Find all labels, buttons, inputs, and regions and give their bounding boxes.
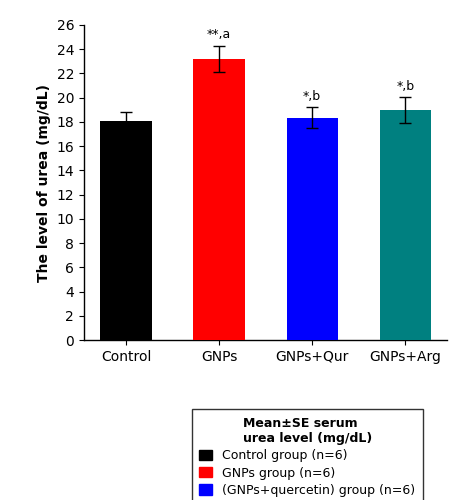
Bar bbox=[100, 122, 151, 340]
Text: *,b: *,b bbox=[303, 90, 321, 103]
Y-axis label: The level of urea (mg/dL): The level of urea (mg/dL) bbox=[37, 84, 51, 281]
Bar bbox=[380, 110, 431, 340]
Text: *,b: *,b bbox=[396, 80, 414, 93]
Bar bbox=[287, 118, 338, 340]
Legend: Control group (n=6), GNPs group (n=6), (GNPs+quercetin) group (n=6), (GNPs+argin: Control group (n=6), GNPs group (n=6), (… bbox=[192, 409, 423, 500]
Text: **,a: **,a bbox=[207, 28, 231, 42]
Bar bbox=[193, 59, 245, 340]
